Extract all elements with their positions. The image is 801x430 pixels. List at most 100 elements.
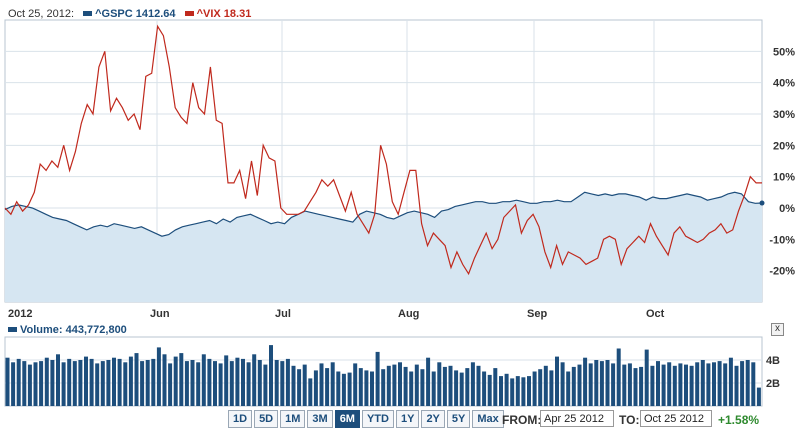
volume-bar xyxy=(308,378,313,406)
range-button-5y[interactable]: 5Y xyxy=(446,410,471,428)
range-button-5d[interactable]: 5D xyxy=(254,410,279,428)
volume-bar xyxy=(213,361,217,406)
volume-bar xyxy=(179,353,184,406)
to-label: TO: xyxy=(619,413,640,427)
volume-bar xyxy=(168,363,173,406)
volume-bar xyxy=(482,371,487,406)
volume-bar xyxy=(611,363,616,406)
volume-bar xyxy=(667,362,672,406)
volume-bar xyxy=(140,361,145,406)
volume-bar xyxy=(162,354,167,407)
volume-bar xyxy=(437,362,442,406)
volume-bar xyxy=(297,369,302,406)
volume-bar xyxy=(644,349,649,406)
volume-bar xyxy=(627,363,632,406)
gspc-line xyxy=(4,191,763,237)
volume-bar xyxy=(527,376,531,406)
range-button-3m[interactable]: 3M xyxy=(307,410,333,428)
volume-bar xyxy=(448,365,453,407)
volume-bar xyxy=(156,347,161,406)
vix-line xyxy=(4,24,762,276)
volume-bar xyxy=(61,362,66,406)
volume-bar xyxy=(560,362,565,406)
volume-bar xyxy=(684,364,688,406)
volume-bar xyxy=(235,357,240,406)
volume-bar xyxy=(543,365,548,407)
volume-bar xyxy=(728,357,733,406)
gspc-end-point xyxy=(759,200,765,206)
y-tick-label: -20% xyxy=(769,266,795,278)
range-button-1y[interactable]: 1Y xyxy=(395,410,420,428)
volume-bar xyxy=(89,358,94,406)
gspc-legend[interactable]: ^GSPC 1412.64 xyxy=(95,8,176,20)
volume-bar xyxy=(325,368,330,406)
volume-bar xyxy=(381,369,386,406)
change-percent: +1.58% xyxy=(718,413,760,427)
volume-bar xyxy=(493,368,498,406)
volume-bar xyxy=(123,362,128,406)
volume-bar xyxy=(583,357,588,406)
volume-bar xyxy=(521,377,526,407)
volume-bar xyxy=(313,370,318,406)
volume-bar xyxy=(622,364,627,406)
volume-bar xyxy=(392,364,397,406)
volume-bar xyxy=(184,361,189,406)
x-tick-label: 2012 xyxy=(8,308,32,320)
volume-bar xyxy=(700,360,705,406)
volume-bar xyxy=(207,358,212,406)
from-date-input[interactable] xyxy=(540,410,614,427)
volume-header: Volume: 443,772,800 xyxy=(8,324,127,336)
volume-bar xyxy=(27,364,32,406)
volume-bar xyxy=(499,376,503,406)
volume-bar xyxy=(145,360,150,406)
volume-bar xyxy=(336,371,341,406)
volume-bar xyxy=(151,358,156,406)
range-selector: 1D 5D 1M 3M 6M YTD 1Y 2Y 5Y Max xyxy=(228,410,506,428)
vix-legend[interactable]: ^VIX 18.31 xyxy=(196,8,252,20)
y-tick-label: 10% xyxy=(773,172,795,184)
x-tick-label: Jun xyxy=(150,308,170,320)
close-volume-button[interactable]: x xyxy=(771,323,784,336)
range-button-max[interactable]: Max xyxy=(472,410,504,428)
volume-bar xyxy=(201,354,206,407)
volume-bar xyxy=(128,356,133,406)
from-label: FROM: xyxy=(502,413,542,427)
range-button-2y[interactable]: 2Y xyxy=(421,410,445,428)
volume-bar xyxy=(695,362,700,406)
volume-bar xyxy=(5,357,10,406)
volume-bar xyxy=(431,371,436,406)
volume-bar xyxy=(740,361,745,406)
volume-bar xyxy=(571,366,576,406)
volume-bar xyxy=(263,364,268,406)
range-button-1d[interactable]: 1D xyxy=(228,410,253,428)
header-date: Oct 25, 2012: xyxy=(8,8,75,20)
volume-bar xyxy=(347,372,352,406)
volume-tick-label: 4B xyxy=(766,355,780,367)
x-tick-label: Aug xyxy=(398,308,419,320)
volume-bar xyxy=(229,361,234,406)
volume-bar xyxy=(285,358,290,406)
volume-bar xyxy=(84,356,88,406)
gspc-swatch-icon xyxy=(83,10,93,16)
y-tick-label: 50% xyxy=(773,46,795,58)
y-tick-label: 30% xyxy=(773,109,795,121)
volume-bar xyxy=(241,358,245,406)
volume-bar xyxy=(330,362,335,406)
range-button-ytd[interactable]: YTD xyxy=(361,410,394,428)
volume-bar xyxy=(532,371,537,406)
volume-bar xyxy=(459,372,464,406)
volume-bar xyxy=(465,368,470,406)
volume-bar xyxy=(678,363,683,406)
to-date-input[interactable] xyxy=(640,410,712,427)
range-button-6m[interactable]: 6M xyxy=(334,410,360,428)
volume-bar xyxy=(44,357,49,406)
range-button-1m[interactable]: 1M xyxy=(280,410,306,428)
y-tick-label: -10% xyxy=(769,234,795,246)
volume-bar xyxy=(745,360,750,406)
volume-bar xyxy=(661,364,666,406)
volume-bar xyxy=(72,361,77,406)
volume-bar xyxy=(218,363,223,406)
volume-bar xyxy=(95,363,100,406)
volume-tick-label: 2B xyxy=(766,378,780,390)
